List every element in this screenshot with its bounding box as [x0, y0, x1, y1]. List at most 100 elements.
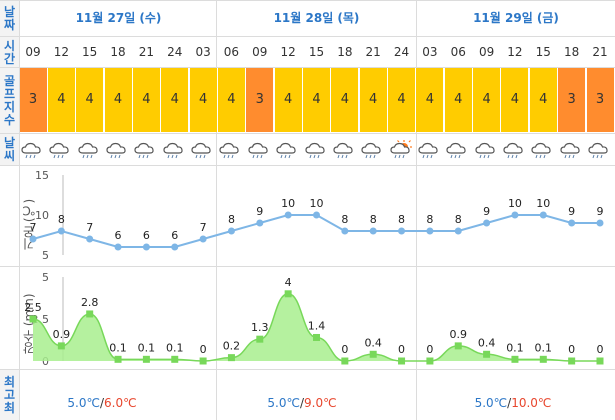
hour-cell: 24	[393, 45, 410, 59]
temp-data-label: 10	[536, 197, 550, 210]
rain-cloud-icon	[105, 134, 133, 164]
temp-point	[256, 219, 264, 227]
hour-cell: 15	[308, 45, 325, 59]
hour-cell: 12	[53, 45, 69, 59]
precip-point	[483, 350, 491, 358]
rain-cloud-icon	[190, 134, 218, 164]
row-label-golf-char: 프	[3, 87, 16, 101]
golf-index-cell: 4	[274, 68, 302, 132]
grid-line	[0, 369, 615, 370]
precip-point	[426, 357, 434, 365]
day3-minmax: 5.0℃/10.0℃	[458, 396, 568, 410]
precip-data-label: 0.1	[506, 341, 524, 354]
temp-point	[398, 227, 406, 235]
temp-point	[29, 235, 37, 243]
precip-y-tick: 0	[42, 355, 49, 368]
temp-point	[199, 235, 207, 243]
precip-point	[398, 357, 406, 365]
temp-data-label: 8	[341, 213, 348, 226]
precip-data-label: 0.1	[138, 341, 156, 354]
temp-data-label: 9	[597, 205, 604, 218]
temp-point	[142, 243, 150, 251]
precip-area	[33, 293, 600, 361]
precip-point	[511, 355, 519, 363]
temp-data-label: 10	[310, 197, 324, 210]
row-label-time-char: 시	[3, 38, 16, 53]
golf-index-cell: 4	[359, 68, 387, 132]
precip-point	[142, 355, 150, 363]
hour-cell: 12	[507, 45, 523, 59]
hour-cell: 18	[337, 45, 353, 59]
temp-data-label: 8	[398, 213, 405, 226]
row-label-golf-char: 지	[3, 100, 16, 114]
temp-point	[313, 211, 320, 219]
temp-point	[86, 235, 94, 243]
precip-y-tick: 5	[42, 271, 49, 284]
precip-data-label: 4	[285, 276, 292, 289]
golf-index-cell: 4	[473, 68, 501, 132]
hour-cell: 09	[25, 45, 41, 59]
day-separator	[416, 0, 417, 420]
rain-cloud-icon	[559, 134, 587, 164]
precip-data-label: 0	[426, 343, 433, 356]
temp-data-label: 7	[200, 221, 207, 234]
rain-cloud-icon	[304, 134, 332, 164]
golf-index-cell: 4	[47, 68, 75, 132]
row-label-minmax-char: 최	[3, 374, 16, 389]
precip-point	[568, 357, 576, 365]
precip-point	[114, 355, 122, 363]
date-header: 11월 29일 (금)	[473, 11, 559, 25]
temp-point	[426, 227, 434, 235]
temp-point	[369, 227, 377, 235]
temp-data-label: 9	[256, 205, 263, 218]
golf-index-cell: 3	[586, 68, 614, 132]
precip-data-label: 0.2	[223, 340, 241, 353]
golf-index-cell: 4	[331, 68, 359, 132]
rain-cloud-icon	[77, 134, 105, 164]
rain-cloud-icon	[20, 134, 48, 164]
precip-point	[29, 315, 37, 323]
hour-cell: 21	[138, 45, 155, 59]
day1-minmax: 5.0℃/6.0℃	[52, 396, 152, 410]
minmax-separator: /	[99, 396, 105, 410]
precip-data-label: 1.3	[251, 321, 269, 334]
row-label-time-char: 간	[3, 51, 16, 66]
hour-cell: 03	[195, 45, 211, 59]
rain-cloud-icon	[417, 134, 445, 164]
precip-point	[313, 333, 320, 341]
precip-data-label: 0	[568, 343, 575, 356]
temp-data-label: 9	[568, 205, 575, 218]
hour-cell: 18	[110, 45, 126, 59]
temp-point	[341, 227, 349, 235]
temp-data-label: 8	[455, 213, 462, 226]
row-label-minmax-char: 고	[3, 387, 16, 402]
temperature-chart: 5 10 15 7 8 7 6 6 6 7 8 9 10 10 8 8 8 8 8 9 10 10 9 9	[29, 169, 604, 262]
temp-point	[483, 219, 491, 227]
row-label-precip-blank	[0, 266, 20, 370]
hour-cell: 21	[592, 45, 608, 59]
precip-point	[57, 342, 65, 350]
temp-data-label: 6	[143, 229, 150, 242]
temp-point	[114, 243, 122, 251]
temp-data-label: 6	[115, 229, 122, 242]
day-separator	[216, 0, 217, 420]
row-label-golf-index: 골 프 지 수	[0, 68, 20, 134]
day1-min-temp: 5.0℃	[67, 396, 100, 410]
day1-max-temp: 6.0℃	[104, 396, 137, 410]
rain-cloud-icon	[247, 134, 275, 164]
day3-max-temp: 10.0℃	[511, 396, 552, 410]
temp-point	[511, 211, 519, 219]
golf-index-cell: 4	[388, 68, 416, 132]
hour-cell: 18	[564, 45, 580, 59]
rain-cloud-icon	[587, 134, 615, 164]
rain-cloud-icon	[162, 134, 190, 164]
golf-index-cell: 3	[246, 68, 274, 132]
rain-cloud-icon	[502, 134, 530, 164]
hour-cell: 24	[167, 45, 183, 59]
temp-point	[171, 243, 179, 251]
golf-index-cell: 3	[558, 68, 586, 132]
precip-point	[539, 355, 547, 363]
rain-cloud-icon	[133, 134, 161, 164]
grid-line	[0, 67, 615, 68]
precip-point	[256, 335, 264, 343]
